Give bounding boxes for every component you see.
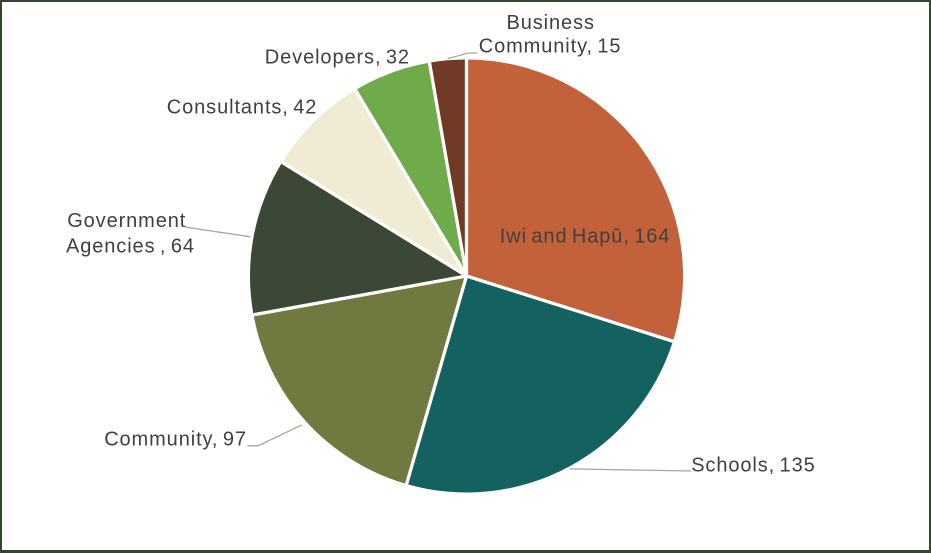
svg-text:Iwi and Hapū, 164: Iwi and Hapū, 164	[500, 226, 671, 248]
svg-text:Developers, 32: Developers, 32	[265, 47, 410, 69]
svg-text:Community, 97: Community, 97	[104, 429, 247, 451]
svg-text:Community, 15: Community, 15	[479, 36, 622, 58]
svg-text:Business: Business	[507, 12, 595, 34]
svg-text:Consultants, 42: Consultants, 42	[167, 96, 317, 118]
svg-text:Schools, 135: Schools, 135	[691, 454, 815, 476]
svg-text:Government: Government	[67, 210, 186, 232]
svg-text:Agencies , 64: Agencies , 64	[66, 236, 195, 258]
